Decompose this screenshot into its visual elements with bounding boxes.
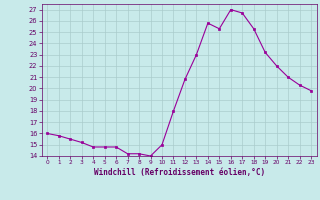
X-axis label: Windchill (Refroidissement éolien,°C): Windchill (Refroidissement éolien,°C) <box>94 168 265 177</box>
